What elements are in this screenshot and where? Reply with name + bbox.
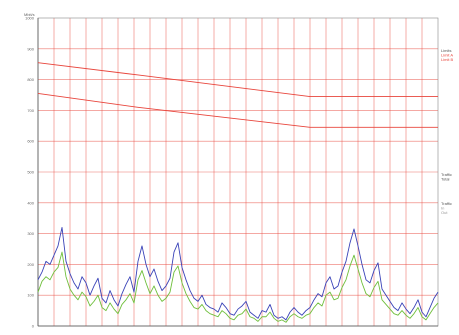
legend-label: Total: [441, 177, 450, 182]
y-tick-label: 0: [32, 324, 35, 329]
traffic-series-line-3: [37, 251, 439, 323]
traffic-series-line-2: [37, 226, 439, 321]
legend-label: In: [441, 206, 444, 211]
legend-label: Limit A: [441, 53, 453, 58]
y-tick-label: 1000: [25, 16, 35, 21]
y-tick-label: 200: [27, 262, 34, 267]
legend-label: Limit B: [441, 57, 454, 62]
y-tick-label: 500: [27, 170, 34, 175]
y-tick-label: 600: [27, 139, 34, 144]
limit-series-line-1: [37, 93, 438, 128]
y-tick-label: 700: [27, 108, 34, 113]
grid-layer: [38, 18, 438, 326]
y-tick-label: 400: [27, 200, 34, 205]
series-layer: [37, 62, 439, 323]
legend-label: Out: [441, 210, 448, 215]
y-tick-label: 300: [27, 231, 34, 236]
legend-label: Limits: [441, 48, 451, 53]
legend-label: Traffic: [441, 172, 452, 177]
y-tick-label: 900: [27, 46, 34, 51]
y-tick-label: 800: [27, 77, 34, 82]
y-axis-label: Mbit/s: [24, 12, 35, 17]
y-tick-label: 100: [27, 293, 34, 298]
limit-series-line-0: [37, 62, 438, 97]
legend-label: Traffic: [441, 201, 452, 206]
